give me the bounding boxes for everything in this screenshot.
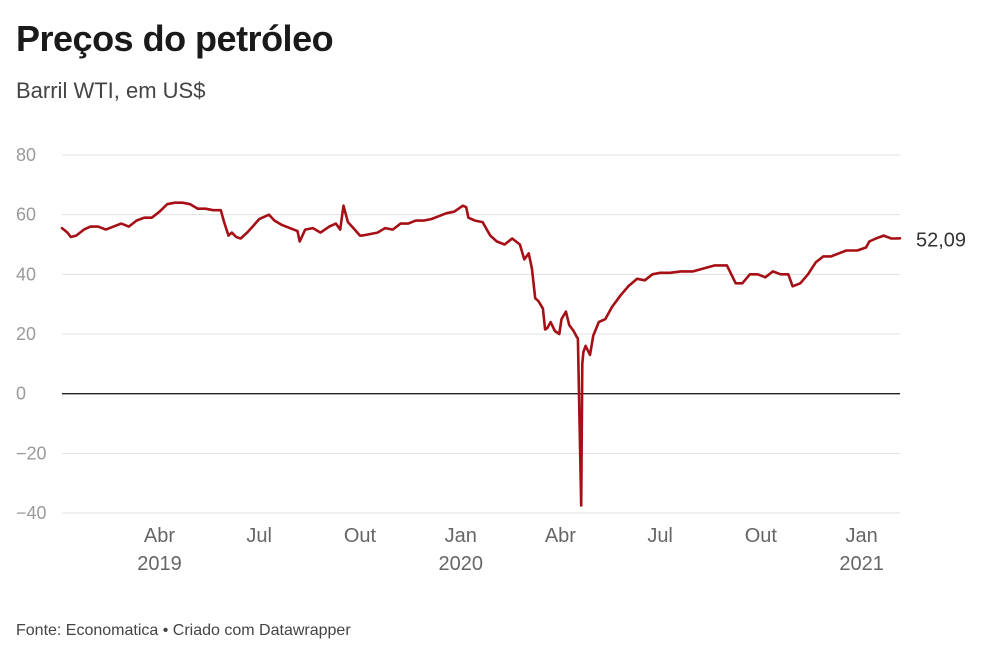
- x-tick-label: Jul: [246, 525, 272, 547]
- x-tick-label: Out: [344, 525, 377, 547]
- chart-title: Preços do petróleo: [16, 18, 334, 59]
- chart-subtitle: Barril WTI, em US$: [16, 78, 206, 103]
- y-tick-label: 0: [16, 384, 26, 404]
- x-tick-label: Jan: [846, 525, 878, 547]
- y-tick-label: −40: [16, 503, 47, 523]
- x-tick-label: Abr: [144, 525, 175, 547]
- x-tick-year-label: 2021: [839, 553, 884, 575]
- x-tick-label: Out: [745, 525, 778, 547]
- y-tick-label: 80: [16, 145, 36, 165]
- x-tick-label: Abr: [545, 525, 576, 547]
- x-tick-year-label: 2020: [438, 553, 483, 575]
- x-axis-ticks: Abr 2019 Jul Out Jan 2020 Abr Jul Out Jan 2021: [137, 525, 884, 575]
- gridlines: [62, 154, 900, 514]
- y-tick-label: 40: [16, 264, 36, 284]
- y-axis-ticks: 80 60 40 20 0 −20 −40: [16, 145, 47, 523]
- last-value-label: 52,09: [916, 229, 966, 251]
- y-tick-label: 20: [16, 324, 36, 344]
- chart-footer: Fonte: Economatica • Criado com Datawrap…: [16, 622, 351, 639]
- series-line-wti: [60, 201, 902, 507]
- x-tick-label: Jan: [445, 525, 477, 547]
- series-layer: 52,09: [60, 201, 966, 507]
- y-tick-label: −20: [16, 443, 47, 463]
- x-tick-year-label: 2019: [137, 553, 182, 575]
- y-tick-label: 60: [16, 205, 36, 225]
- x-tick-label: Jul: [647, 525, 673, 547]
